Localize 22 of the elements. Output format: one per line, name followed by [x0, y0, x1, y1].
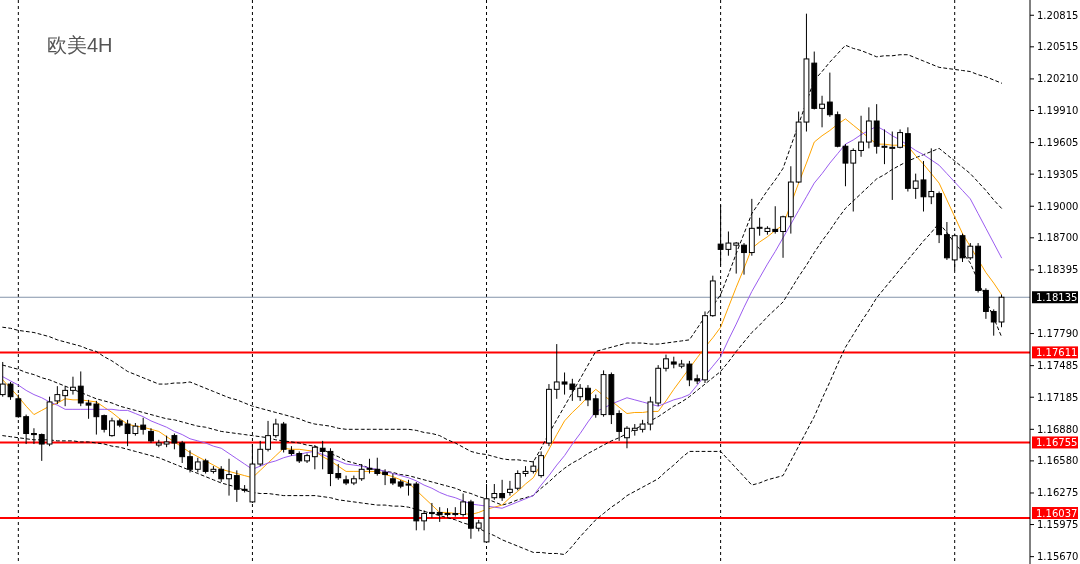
y-tick-label: 1.16580	[1037, 455, 1079, 467]
y-tick-label: 1.17485	[1037, 360, 1079, 372]
y-tick-label: 1.17790	[1037, 328, 1079, 340]
y-tick-label: 1.20210	[1037, 73, 1079, 85]
y-tick-label: 1.16880	[1037, 423, 1079, 435]
y-tick-label: 1.19605	[1037, 137, 1079, 149]
y-tick-label: 1.17185	[1037, 391, 1079, 403]
ref-line-label: 1.16037	[1036, 507, 1078, 519]
y-tick-label: 1.19305	[1037, 168, 1079, 180]
text: 欧美4H	[47, 34, 113, 56]
y-tick-label: 1.18395	[1037, 264, 1079, 276]
y-tick-label: 1.15670	[1037, 551, 1079, 563]
y-tick-label: 1.15975	[1037, 519, 1079, 531]
y-tick-label: 1.20515	[1037, 41, 1079, 53]
y-tick-label: 1.16275	[1037, 487, 1079, 499]
ref-line-label: 1.18135	[1036, 291, 1078, 303]
ref-line-label: 1.16755	[1036, 436, 1078, 448]
y-tick-label: 1.19910	[1037, 104, 1079, 116]
ref-line-label: 1.17611	[1036, 346, 1078, 358]
y-tick-label: 1.20815	[1037, 9, 1079, 21]
y-tick-label: 1.19000	[1037, 200, 1079, 212]
y-tick-label: 1.18700	[1037, 232, 1079, 244]
